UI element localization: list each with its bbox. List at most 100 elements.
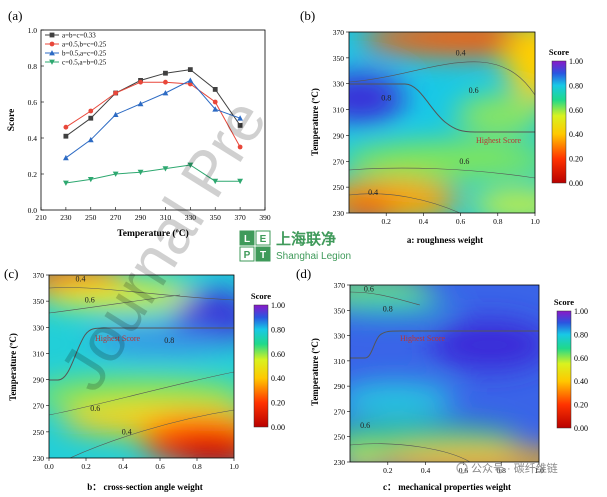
panel-b: (b) 0.4 0.8 0.6 0.6 0.4 Highest Score 230 250… — [300, 8, 583, 245]
logo-letter: L — [244, 234, 250, 245]
data-point — [49, 41, 55, 47]
data-point — [137, 100, 144, 107]
y-tick-label: 310 — [333, 106, 345, 115]
x-tick-label: 330 — [185, 213, 197, 222]
panel-b-x-axis-title: a: roughness weight — [407, 235, 483, 245]
panel-d-x-axis-title: c： mechanical properties weight — [383, 482, 511, 492]
x-tick-label: 0.4 — [419, 217, 429, 226]
logo-letter: T — [260, 250, 266, 261]
x-tick-label: 0.4 — [118, 462, 128, 471]
panel-d-heatmap — [350, 285, 539, 462]
x-tick-label: 290 — [135, 213, 147, 222]
data-point — [163, 70, 168, 76]
panel-a-series — [62, 67, 244, 186]
y-tick-label: 250 — [33, 428, 45, 437]
contour-label: 0.4 — [122, 427, 132, 436]
colorbar-title: Score — [549, 47, 569, 57]
y-tick-label: 350 — [333, 54, 345, 63]
y-tick-label: 1.0 — [28, 26, 38, 35]
panel-d-y-axis-title: Temperature (ºC) — [310, 338, 320, 406]
data-point — [49, 50, 55, 56]
colorbar-tick-label: 0.80 — [271, 325, 285, 334]
panel-c-y-axis-title: Temperature (ºC) — [8, 333, 18, 401]
y-tick-label: 310 — [33, 349, 45, 358]
wechat-icon — [456, 462, 468, 474]
x-tick-label: 390 — [259, 213, 271, 222]
y-tick-label: 370 — [334, 281, 346, 290]
colorbar-title: Score — [554, 297, 574, 307]
y-tick-label: 370 — [33, 271, 45, 280]
data-point — [237, 123, 243, 128]
logo-square — [239, 246, 255, 262]
data-point — [88, 108, 94, 114]
legion-logo: L EP T 上海联净 Shanghai Legion — [239, 230, 351, 262]
x-tick-label: 0.2 — [383, 466, 393, 475]
panel-c-plot-frame — [48, 274, 235, 459]
panel-d-x-ticks: 0.2 0.4 0.6 0.8 1.0 — [383, 462, 544, 475]
panel-a-x-ticks: 210 230 250 270 290 310 330 350 370 390 — [35, 207, 271, 222]
contour-label: 0.8 — [381, 94, 391, 103]
data-point — [88, 115, 94, 121]
panel-b-y-ticks: 230 250 270 290 310 330 350 370 — [333, 28, 349, 218]
panel-b-heatmap — [349, 32, 535, 213]
data-point — [49, 59, 55, 65]
y-tick-label: 230 — [333, 209, 345, 218]
y-tick-label: 370 — [333, 28, 345, 37]
y-tick-label: 310 — [334, 357, 346, 366]
legend-label: c=0.5,a=b=0.25 — [62, 59, 107, 67]
series-line — [65, 164, 241, 184]
panel-b-plot-frame — [348, 31, 536, 214]
colorbar-tick-label: 0.40 — [569, 130, 583, 139]
series-line — [65, 79, 241, 159]
x-tick-label: 1.0 — [534, 466, 544, 475]
panel-b-y-axis-title: Temperature (ºC) — [310, 88, 320, 156]
x-tick-label: 0.6 — [155, 462, 165, 471]
data-point — [162, 166, 169, 172]
logo-letter: P — [244, 250, 251, 261]
data-point — [162, 90, 169, 96]
panel-c-y-ticks: 230 250 270 290 310 330 350 370 — [33, 271, 49, 463]
panel-c: (c) 0.4 0.6 0.8 0.6 0.4 Highest Score 230 250… — [4, 266, 285, 492]
y-tick-label: 330 — [334, 332, 346, 341]
colorbar-gradient — [551, 60, 567, 184]
legend-label: b=0.5,a=c=0.25 — [62, 50, 107, 58]
data-point — [112, 171, 119, 177]
panel-a-y-ticks: 0.0 0.2 0.4 0.6 0.8 1.0 — [28, 26, 44, 215]
panel-a-x-axis-title: Temperature (ºC) — [117, 228, 188, 239]
x-tick-label: 0.0 — [44, 462, 54, 471]
panel-d-annotation: Highest Score — [400, 334, 446, 343]
legion-logo-mark: L EP T — [239, 230, 271, 262]
x-tick-label: 0.4 — [421, 466, 431, 475]
data-point — [187, 77, 194, 83]
data-point — [113, 90, 119, 96]
legion-logo-en: Shanghai Legion — [276, 251, 351, 262]
data-point — [187, 162, 194, 168]
logo-square — [255, 230, 271, 246]
colorbar-tick-label: 1.00 — [574, 307, 588, 316]
x-tick-label: 370 — [234, 213, 246, 222]
panel-b-annotation: Highest Score — [476, 136, 522, 145]
data-point — [187, 67, 193, 72]
y-tick-label: 0.8 — [28, 62, 38, 71]
logo-square — [255, 246, 271, 262]
y-tick-label: 270 — [334, 407, 346, 416]
y-tick-label: 270 — [33, 402, 45, 411]
data-point — [62, 154, 69, 161]
x-tick-label: 0.6 — [456, 217, 466, 226]
data-point — [63, 133, 69, 139]
contour-label: 0.4 — [456, 48, 466, 57]
data-point — [87, 136, 94, 143]
colorbar-tick-label: 0.60 — [574, 354, 588, 363]
y-tick-label: 290 — [33, 376, 45, 385]
colorbar-tick-label: 0.40 — [271, 374, 285, 383]
contour-label: 0.6 — [360, 421, 370, 430]
colorbar-tick-label: 0.00 — [574, 424, 588, 433]
panel-d-contour-labels: 0.6 0.8 0.6 — [360, 284, 393, 430]
x-tick-label: 0.8 — [497, 466, 507, 475]
data-point — [237, 115, 244, 121]
panel-b-x-ticks: 0.2 0.4 0.6 0.8 1.0 — [382, 213, 540, 226]
logo-square — [239, 230, 255, 246]
colorbar-gradient — [253, 304, 269, 428]
